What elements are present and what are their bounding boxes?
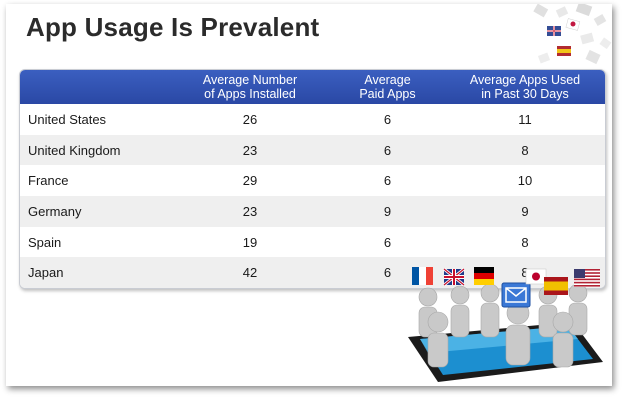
cell-installed: 19	[242, 234, 258, 250]
table-header-row: Average Number of Apps Installed Average…	[20, 70, 605, 104]
usage-table: Average Number of Apps Installed Average…	[19, 69, 606, 290]
table-row: Spain 19 6 8	[20, 227, 605, 258]
cell-used: 11	[518, 111, 532, 127]
cell-installed: 26	[242, 111, 258, 127]
cell-paid: 6	[383, 234, 392, 250]
cell-used: 8	[521, 234, 529, 250]
flag-collage-icon	[533, 4, 612, 65]
cell-country: France	[28, 173, 69, 189]
cell-country: Spain	[28, 234, 62, 250]
cell-installed: 23	[170, 196, 330, 227]
cell-paid: 6	[383, 111, 392, 127]
cell-country: Japan	[20, 257, 170, 289]
page-title: App Usage Is Prevalent	[26, 12, 320, 42]
header-paid: Average Paid Apps	[330, 70, 445, 104]
cell-country: United Kingdom	[20, 134, 170, 166]
header-used: Average Apps Used in Past 30 Days	[445, 70, 605, 104]
cell-installed: 42	[170, 257, 330, 289]
cell-paid: 6	[383, 173, 392, 189]
header-country	[20, 70, 170, 104]
table-row: United States 26 6 11	[20, 104, 605, 135]
cell-used: 9	[445, 196, 605, 227]
header-installed: Average Number of Apps Installed	[170, 70, 330, 104]
table-row: Germany 23 9 9	[20, 196, 605, 227]
table-row: France 29 6 10	[20, 165, 605, 196]
cell-paid: 9	[330, 196, 445, 227]
cell-installed: 29	[242, 173, 258, 189]
slide: App Usage Is Prevalent	[6, 4, 612, 386]
cell-paid: 6	[330, 134, 445, 166]
cell-country: Germany	[20, 196, 170, 227]
people-with-flags-illustration	[408, 267, 603, 382]
cell-country: United States	[28, 111, 107, 127]
cell-used: 10	[517, 173, 533, 189]
cell-installed: 23	[170, 134, 330, 166]
table-row: United Kingdom 23 6 8	[20, 134, 605, 166]
cell-used: 8	[445, 134, 605, 166]
